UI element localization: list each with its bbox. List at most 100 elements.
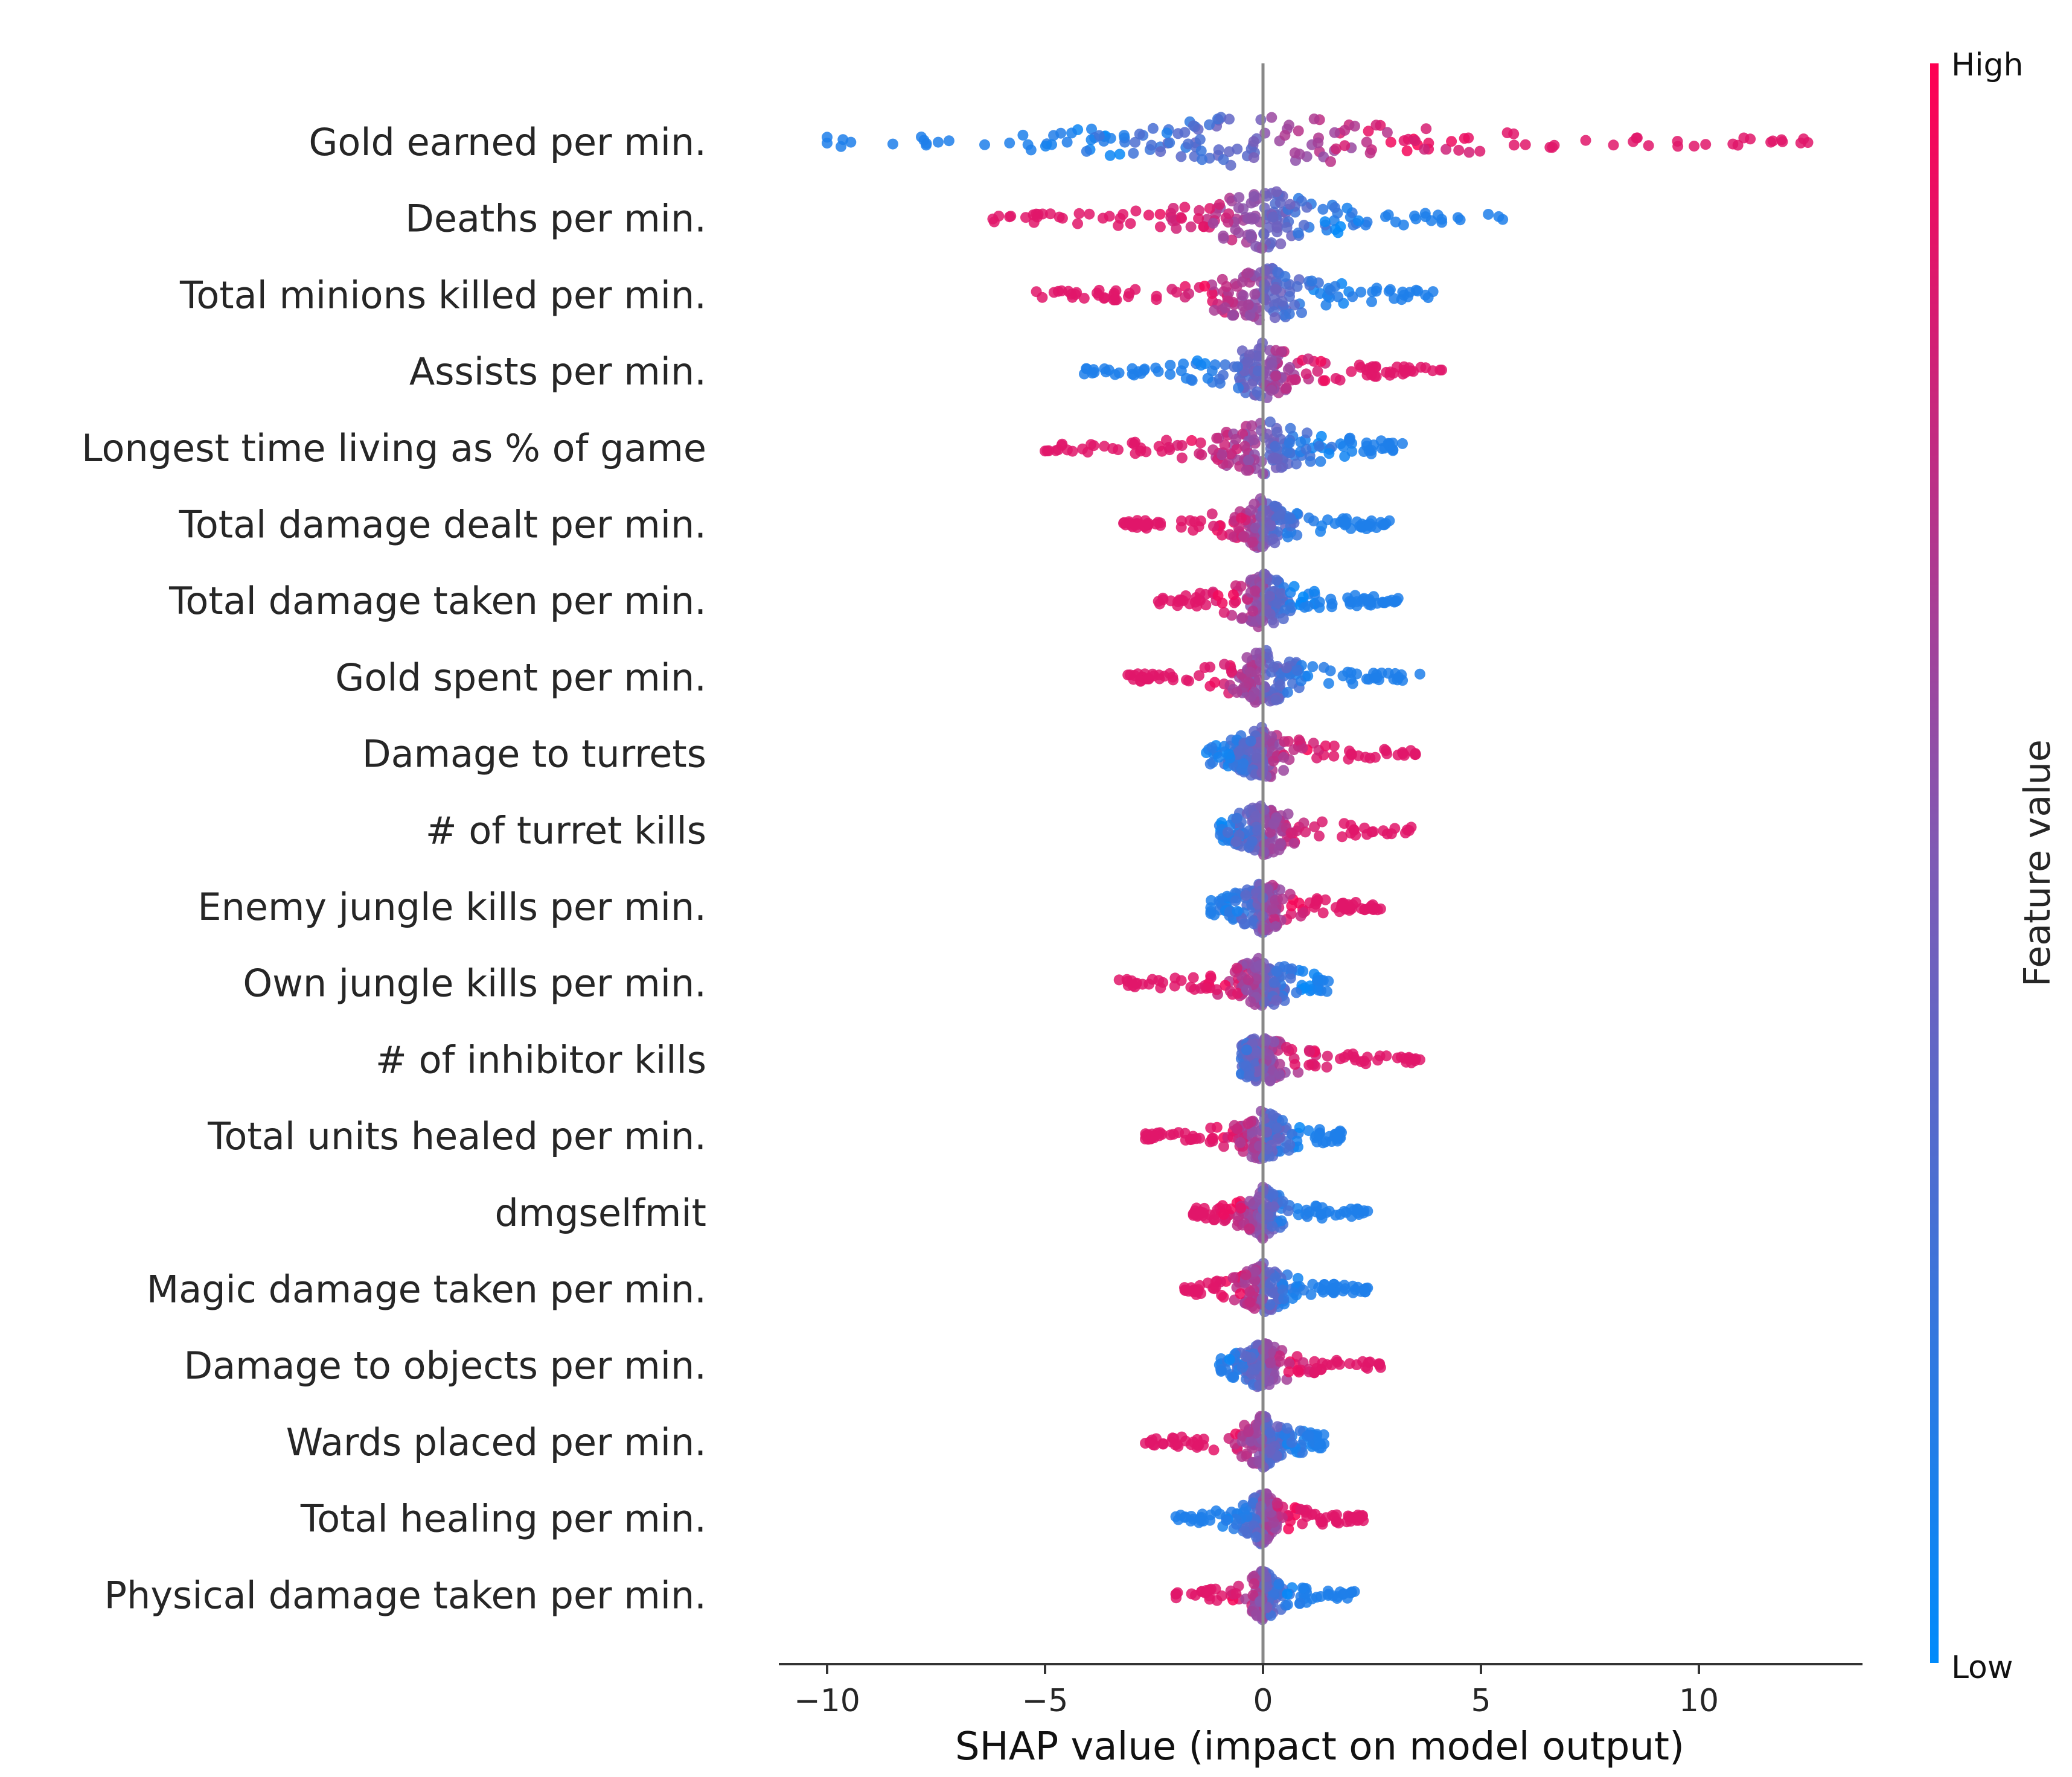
shap-point: [1118, 209, 1129, 220]
shap-point: [1185, 374, 1197, 385]
x-tick-label: 10: [1679, 1683, 1719, 1719]
shap-point: [1179, 292, 1191, 303]
shap-point: [1269, 441, 1281, 452]
shap-point: [1282, 686, 1293, 698]
shap-point: [1225, 448, 1236, 459]
shap-point: [1194, 205, 1205, 216]
shap-point: [1217, 598, 1228, 609]
shap-point: [1321, 1061, 1332, 1073]
shap-point: [1387, 445, 1399, 456]
shap-point: [1184, 598, 1195, 610]
shap-point: [1124, 287, 1135, 299]
shap-point: [1194, 134, 1206, 145]
shap-point: [1275, 588, 1287, 599]
shap-point: [1319, 375, 1331, 386]
shap-point: [1313, 137, 1324, 148]
shap-point: [1353, 1511, 1364, 1523]
shap-point: [1249, 191, 1260, 202]
shap-point: [1631, 132, 1643, 144]
shap-point: [1259, 264, 1271, 276]
shap-point: [1246, 214, 1258, 225]
shap-point: [1339, 140, 1351, 152]
feature-label: Total damage taken per min.: [168, 579, 706, 623]
shap-point: [1124, 669, 1136, 681]
shap-point: [1330, 373, 1341, 384]
shap-point: [1221, 281, 1232, 292]
shap-point: [1226, 666, 1237, 677]
shap-point: [1270, 921, 1281, 933]
shap-point: [1210, 1276, 1221, 1287]
shap-point: [1331, 1509, 1342, 1520]
shap-point: [1293, 1209, 1304, 1220]
shap-point: [1291, 987, 1302, 998]
shap-point: [1266, 112, 1277, 123]
shap-point: [1281, 1042, 1292, 1053]
shap-point: [1249, 289, 1261, 300]
shap-point: [1745, 133, 1756, 145]
shap-point: [1233, 523, 1244, 534]
shap-point: [1367, 286, 1378, 298]
shap-point: [1255, 114, 1267, 126]
shap-point: [1217, 529, 1228, 541]
shap-point: [1608, 139, 1619, 151]
shap-point: [1277, 1284, 1288, 1296]
shap-point: [1276, 296, 1288, 307]
shap-point: [1245, 232, 1257, 244]
shap-point: [1186, 435, 1197, 446]
feature-row-points: [1031, 263, 1439, 325]
shap-point: [1306, 1593, 1318, 1604]
shap-point: [1128, 147, 1139, 159]
shap-point: [1271, 426, 1283, 438]
shap-point: [1580, 135, 1591, 146]
shap-point: [1313, 984, 1325, 996]
shap-point: [1250, 811, 1262, 822]
shap-point: [1242, 267, 1254, 279]
shap-point: [1228, 1372, 1239, 1383]
shap-point: [1271, 1498, 1283, 1509]
shap-point: [1323, 678, 1334, 689]
shap-point: [1223, 748, 1235, 760]
shap-point: [1389, 823, 1401, 834]
shap-point: [1195, 515, 1206, 526]
shap-point: [1241, 465, 1252, 476]
shap-point: [1274, 1068, 1285, 1080]
shap-point: [1284, 512, 1296, 523]
shap-point: [1113, 444, 1124, 456]
shap-point: [1205, 972, 1217, 984]
shap-point: [1281, 383, 1292, 394]
shap-point: [1093, 284, 1105, 296]
shap-point: [1282, 531, 1294, 543]
shap-point: [1329, 202, 1340, 213]
shap-point: [1262, 1209, 1274, 1220]
shap-point: [1282, 1599, 1293, 1610]
shap-point: [1186, 1134, 1198, 1145]
shap-point: [1218, 154, 1229, 165]
shap-point: [1268, 1517, 1279, 1528]
shap-point: [1363, 126, 1374, 137]
shap-point: [1093, 130, 1105, 141]
feature-row-points: [1118, 493, 1395, 553]
shap-point: [1231, 687, 1242, 698]
feature-label: Gold earned per min.: [309, 120, 706, 164]
feature-row-points: [1079, 337, 1447, 403]
shap-point: [1463, 147, 1475, 158]
shap-point: [1135, 675, 1146, 686]
shap-point: [1322, 1050, 1333, 1062]
shap-point: [1207, 217, 1219, 229]
shap-point: [1355, 903, 1367, 914]
shap-point: [1204, 1514, 1216, 1526]
shap-point: [1242, 299, 1254, 311]
shap-point: [1118, 130, 1130, 141]
shap-point: [1459, 133, 1470, 144]
x-axis-title: SHAP value (impact on model output): [955, 1724, 1684, 1769]
shap-point: [1410, 284, 1422, 296]
shap-point: [1054, 211, 1065, 223]
shap-point: [1284, 1358, 1295, 1370]
shap-point: [1066, 289, 1077, 300]
shap-point: [1188, 972, 1199, 983]
shap-point: [1175, 522, 1187, 533]
shap-point: [1247, 537, 1258, 547]
shap-point: [1161, 127, 1172, 139]
shap-point: [1252, 365, 1264, 377]
shap-point: [1223, 146, 1235, 158]
